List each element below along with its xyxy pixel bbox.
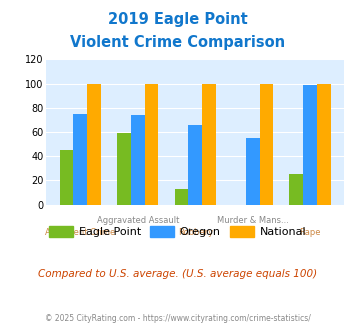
Bar <box>260 83 273 205</box>
Bar <box>189 125 202 205</box>
Bar <box>303 85 317 205</box>
Text: Murder & Mans...: Murder & Mans... <box>217 216 289 225</box>
Text: Aggravated Assault: Aggravated Assault <box>97 216 179 225</box>
Bar <box>317 83 331 205</box>
Bar <box>73 114 87 205</box>
Legend: Eagle Point, Oregon, National: Eagle Point, Oregon, National <box>44 222 311 242</box>
Bar <box>175 189 189 205</box>
Bar <box>131 115 145 205</box>
Text: All Violent Crime: All Violent Crime <box>45 228 115 237</box>
Bar <box>87 83 101 205</box>
Text: Robbery: Robbery <box>178 228 213 237</box>
Text: © 2025 CityRating.com - https://www.cityrating.com/crime-statistics/: © 2025 CityRating.com - https://www.city… <box>45 314 310 323</box>
Bar <box>289 174 303 205</box>
Text: 2019 Eagle Point: 2019 Eagle Point <box>108 12 247 26</box>
Bar <box>246 138 260 205</box>
Text: Violent Crime Comparison: Violent Crime Comparison <box>70 35 285 50</box>
Bar <box>60 150 73 205</box>
Text: Compared to U.S. average. (U.S. average equals 100): Compared to U.S. average. (U.S. average … <box>38 269 317 279</box>
Bar <box>117 133 131 205</box>
Bar <box>202 83 216 205</box>
Bar <box>145 83 158 205</box>
Text: Rape: Rape <box>299 228 321 237</box>
